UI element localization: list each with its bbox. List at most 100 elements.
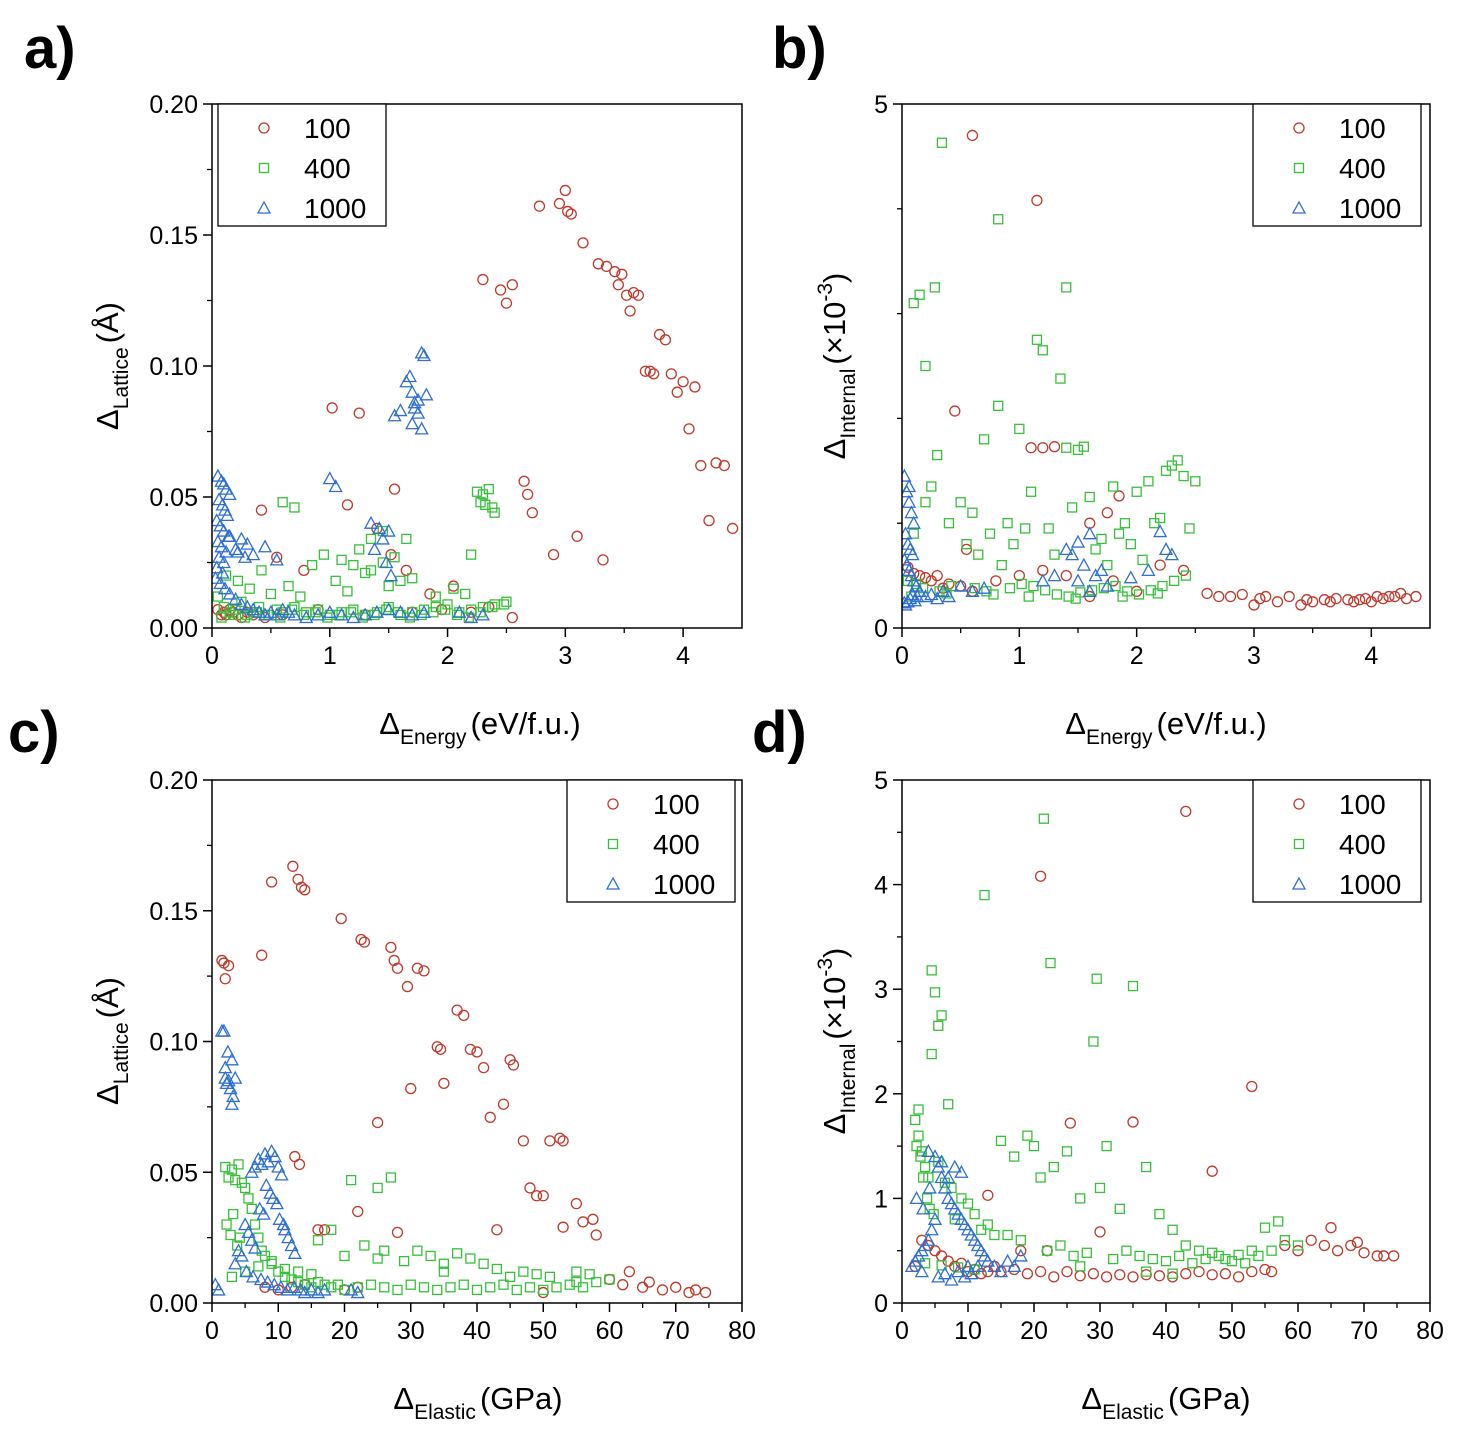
data-point-1000: [405, 607, 420, 621]
data-point-400: [1023, 591, 1034, 602]
data-point-400: [1180, 570, 1192, 581]
data-point-100: [597, 554, 609, 566]
data-point-400: [973, 549, 984, 560]
data-point-1000: [921, 1143, 936, 1157]
data-point-400: [978, 434, 990, 445]
data-point-400: [1004, 583, 1016, 594]
legend-marker-400: [607, 838, 619, 850]
data-point-100: [355, 933, 367, 946]
data-point-100: [287, 860, 299, 872]
y-tick-label: 0.00: [149, 1290, 198, 1318]
data-point-400: [487, 601, 498, 613]
data-point-1000: [252, 1201, 267, 1215]
data-point-400: [1091, 973, 1102, 984]
data-point-100: [982, 1189, 994, 1201]
data-point-1000: [273, 1279, 288, 1293]
data-point-100: [636, 1281, 649, 1293]
data-point-400: [478, 1258, 489, 1269]
data-point-1000: [379, 555, 394, 569]
x-axis-label: ΔEnergy (eV/f.u.): [379, 706, 581, 749]
data-point-1000: [240, 599, 255, 613]
data-point-100: [1283, 590, 1295, 603]
data-point-400: [379, 1282, 390, 1293]
data-point-100: [1100, 1271, 1113, 1283]
data-point-100: [659, 334, 672, 346]
data-point-400: [1051, 589, 1063, 600]
data-point-1000: [241, 1225, 256, 1239]
data-point-1000: [275, 602, 290, 616]
data-point-100: [603, 1273, 616, 1286]
data-point-1000: [987, 1259, 1002, 1273]
data-point-1000: [902, 595, 912, 609]
data-point-400: [256, 565, 267, 576]
data-point-100: [1345, 1239, 1357, 1252]
data-point-400: [936, 1260, 947, 1271]
data-point-400: [1068, 1250, 1079, 1262]
data-point-1000: [1000, 1253, 1015, 1267]
x-tick-label: 3: [1247, 642, 1261, 670]
data-point-400: [1180, 1240, 1191, 1251]
data-point-100: [670, 1281, 682, 1293]
data-point-400: [926, 1048, 937, 1060]
data-point-100: [1307, 596, 1319, 608]
data-point-400: [236, 1177, 247, 1188]
data-point-400: [1025, 486, 1037, 497]
data-point-400: [936, 1010, 947, 1021]
data-point-100: [587, 1213, 599, 1225]
data-point-400: [969, 1208, 980, 1220]
data-point-400: [223, 1172, 234, 1183]
data-point-400: [348, 604, 359, 615]
data-point-100: [265, 876, 278, 888]
y-tick-label: 2: [874, 1081, 888, 1109]
data-point-1000: [259, 1177, 274, 1191]
data-point-400: [477, 489, 489, 500]
data-point-400: [289, 601, 300, 613]
data-point-400: [244, 583, 255, 594]
x-tick-label: 0: [205, 1317, 219, 1345]
data-point-1000: [906, 515, 921, 529]
legend-marker-1000: [256, 200, 272, 214]
data-point-400: [1184, 523, 1195, 534]
data-point-400: [996, 559, 1007, 571]
data-point-400: [339, 1250, 350, 1262]
data-point-400: [1178, 470, 1189, 482]
data-point-100: [966, 129, 979, 142]
data-point-400: [1259, 1222, 1271, 1233]
data-point-400: [359, 1240, 370, 1251]
data-point-100: [559, 184, 571, 197]
data-point-1000: [299, 610, 314, 624]
data-point-400: [1113, 528, 1125, 539]
data-point-1000: [363, 515, 379, 529]
data-point-1000: [381, 602, 396, 616]
data-point-1000: [464, 610, 479, 624]
data-point-100: [577, 1216, 589, 1228]
y-tick-label: 0.20: [149, 767, 198, 795]
data-point-100: [1201, 587, 1213, 600]
data-point-1000: [372, 521, 387, 535]
data-point-400: [1154, 1208, 1165, 1220]
data-point-400: [1141, 1161, 1152, 1173]
data-point-400: [428, 607, 439, 618]
legend-label-400: 400: [653, 829, 700, 860]
data-point-100: [526, 507, 539, 519]
data-point-1000: [1076, 557, 1091, 571]
data-point-400: [471, 1284, 483, 1296]
data-point-100: [271, 551, 283, 563]
data-point-100: [570, 1197, 583, 1210]
legend-label-1000: 1000: [653, 869, 715, 900]
data-point-1000: [246, 547, 261, 561]
data-point-400: [1166, 460, 1178, 471]
data-point-1000: [475, 607, 490, 621]
data-point-100: [935, 1250, 948, 1262]
data-point-1000: [287, 607, 302, 621]
data-point-400: [224, 607, 235, 618]
data-point-400: [330, 575, 341, 586]
data-point-400: [989, 1229, 1000, 1241]
data-point-400: [1125, 539, 1136, 550]
data-point-400: [993, 214, 1004, 225]
data-point-400: [1137, 554, 1148, 566]
data-point-400: [487, 502, 498, 513]
data-point-100: [464, 1043, 477, 1055]
data-point-400: [1022, 1130, 1033, 1141]
data-point-100: [1177, 564, 1190, 577]
